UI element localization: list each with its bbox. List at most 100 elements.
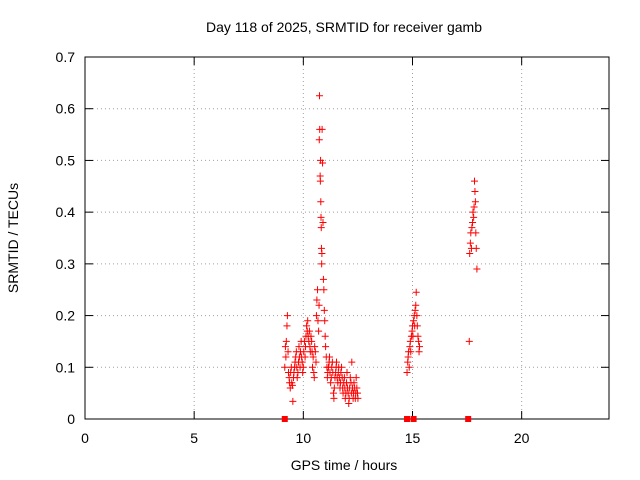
chart-title: Day 118 of 2025, SRMTID for receiver gam… [206,19,482,35]
grid [85,57,609,419]
baseline-marker [465,416,472,422]
data-point [320,306,328,314]
data-point [301,353,309,361]
y-tick-label: 0.6 [56,101,76,117]
y-axis-label: SRMTID / TECUs [5,183,21,293]
data-point [308,337,316,345]
data-point [319,275,327,283]
data-point [346,374,354,382]
data-point [414,332,422,340]
data-point [337,368,345,376]
x-tick-label: 20 [514,430,530,446]
axis-ticks: 0 0.1 0.2 0.3 0.4 0.5 0.6 0.7 0 5 10 15 20 [56,49,609,446]
data-point [307,332,315,340]
y-tick-label: 0.4 [56,204,76,220]
data-point [412,288,420,296]
data-point [410,317,418,325]
baseline-marker [404,416,411,422]
baseline-markers [281,416,472,422]
data-point [469,218,477,226]
data-point [320,286,328,294]
data-point [471,187,479,195]
data-point [472,244,480,252]
data-point [411,306,419,314]
data-point [465,337,473,345]
data-point [343,368,351,376]
data-point [303,322,311,330]
data-point [312,312,320,320]
data-point [319,159,327,167]
data-point [318,260,326,268]
y-tick-label: 0.7 [56,49,76,65]
data-point [470,213,478,221]
data-point [468,224,476,232]
data-point [315,136,323,144]
data-point [316,177,324,185]
data-point [327,379,335,387]
data-point [312,358,320,366]
data-point [472,229,480,237]
data-point [333,358,341,366]
plot-frame [84,56,610,420]
data-point [326,353,334,361]
data-point [283,322,291,330]
data-point [310,374,318,382]
data-point [412,301,420,309]
data-point [473,265,481,273]
data-point [314,317,322,325]
data-point [299,363,307,371]
y-tick-label: 0.2 [56,308,76,324]
data-point [466,250,474,258]
data-point [305,327,313,335]
data-point [469,208,477,216]
data-point [403,368,411,376]
data-point [348,358,356,366]
x-tick-label: 15 [405,430,421,446]
data-point [300,348,308,356]
y-tick-label: 0.5 [56,152,76,168]
data-point [317,213,325,221]
data-point [322,343,330,351]
x-tick-label: 5 [190,430,198,446]
data-point [321,317,329,325]
data-point [309,353,317,361]
data-point [470,203,478,211]
y-tick-label: 0.1 [56,359,76,375]
data-point [319,218,327,226]
data-point [321,332,329,340]
data-point [315,327,323,335]
data-point [281,343,289,351]
data-point [471,177,479,185]
data-point [288,381,296,389]
data-point [354,394,362,402]
data-point [340,374,348,382]
data-point [330,394,338,402]
x-tick-label: 10 [296,430,312,446]
baseline-marker [281,416,288,422]
data-point [289,397,297,405]
data-point [415,343,423,351]
data-point [284,348,292,356]
data-point [350,379,358,387]
data-points [281,92,481,407]
data-point [471,198,479,206]
baseline-marker [410,416,417,422]
data-point [415,337,423,345]
data-point [317,198,325,206]
data-point [315,301,323,309]
data-point [352,374,360,382]
data-point [314,286,322,294]
data-point [466,239,474,247]
data-point [295,343,303,351]
data-point [315,92,323,100]
data-point [338,363,346,371]
data-point [293,374,301,382]
x-tick-label: 0 [81,430,89,446]
data-point [311,343,319,351]
data-point [282,353,290,361]
data-point [317,224,325,232]
data-point [283,312,291,320]
data-point [318,250,326,258]
data-point [282,337,290,345]
